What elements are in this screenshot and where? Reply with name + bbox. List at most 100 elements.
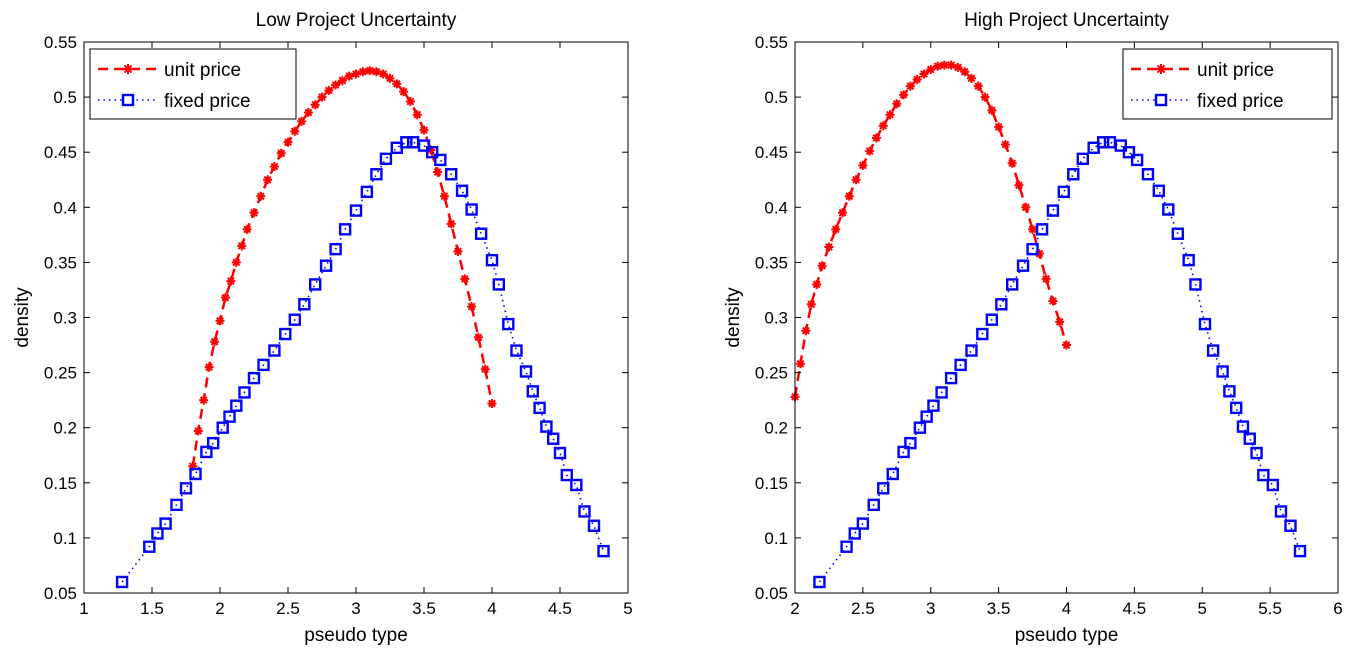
data-point [904, 436, 917, 450]
data-point [329, 242, 342, 256]
data-point [188, 461, 198, 471]
data-point [263, 175, 273, 185]
series-fixed-price [813, 136, 1307, 589]
data-point [331, 80, 341, 90]
data-point [385, 73, 395, 83]
data-point [279, 327, 292, 341]
data-point [378, 69, 388, 79]
data-point [1021, 202, 1031, 212]
data-point [533, 401, 546, 415]
data-point [223, 410, 236, 423]
x-tick-label: 3.5 [987, 599, 1011, 618]
data-point [310, 100, 320, 110]
data-point [1057, 185, 1070, 199]
y-tick-label: 0.25 [755, 364, 788, 383]
x-tick-label: 2 [215, 599, 224, 618]
data-point [547, 432, 560, 445]
data-point [965, 344, 978, 357]
data-point [1035, 223, 1049, 236]
data-point [179, 482, 193, 495]
data-point [256, 191, 266, 201]
data-point [844, 191, 854, 201]
data-point [960, 67, 970, 77]
data-point [1007, 158, 1017, 168]
data-point [433, 167, 443, 177]
data-point [838, 208, 848, 218]
data-point [1141, 168, 1155, 181]
data-point [1229, 401, 1243, 415]
legend-marker [123, 64, 133, 74]
data-point [290, 126, 300, 136]
data-point [954, 358, 967, 372]
data-point [257, 358, 270, 372]
data-point [365, 66, 375, 76]
data-point [920, 410, 933, 423]
data-point [553, 446, 567, 460]
data-point [851, 175, 861, 185]
data-point [337, 76, 347, 86]
data-point [1171, 227, 1185, 240]
data-point [399, 87, 409, 97]
y-tick-label: 0.15 [44, 474, 77, 493]
x-tick-label: 4.5 [548, 599, 572, 618]
x-tick-label: 2.5 [851, 599, 875, 618]
data-point [953, 62, 963, 72]
series-unit-price [188, 66, 497, 471]
y-tick-label: 0.05 [44, 584, 77, 603]
y-tick-label: 0.5 [53, 88, 77, 107]
series-unit-price [790, 60, 1071, 402]
y-tick-label: 0.4 [764, 198, 788, 217]
y-axis-label: density [12, 287, 33, 348]
legend-marker [1154, 93, 1168, 107]
data-point [994, 122, 1004, 132]
x-tick-label: 1.5 [140, 599, 164, 618]
data-point [540, 420, 553, 433]
data-point [856, 517, 870, 530]
data-point [360, 185, 374, 199]
data-point [269, 162, 279, 172]
x-tick-label: 5.5 [1258, 599, 1282, 618]
data-point [1223, 385, 1236, 398]
data-point [886, 467, 899, 481]
data-point [309, 278, 322, 291]
data-point [467, 301, 477, 311]
series-line [191, 69, 494, 467]
data-point [502, 317, 515, 331]
legend: unit price fixed price [1122, 48, 1333, 120]
data-point [392, 79, 402, 89]
legend: unit price fixed price [89, 48, 297, 120]
data-point [985, 313, 999, 326]
data-point [848, 527, 861, 540]
data-point [465, 203, 478, 216]
data-point [226, 276, 236, 286]
legend-marker [121, 93, 135, 107]
data-point [453, 246, 463, 256]
data-point [795, 359, 805, 369]
data-point [933, 61, 943, 71]
y-tick-label: 0.45 [755, 143, 788, 162]
data-point [1114, 139, 1128, 152]
data-point [1130, 153, 1144, 167]
data-point [474, 227, 488, 240]
data-point [510, 344, 523, 357]
data-point [899, 90, 909, 100]
data-point [1067, 168, 1080, 181]
data-point [324, 85, 334, 95]
data-point [480, 364, 490, 374]
data-point [946, 60, 956, 70]
data-point [1236, 420, 1250, 433]
data-point [812, 279, 822, 289]
data-point [204, 362, 214, 372]
data-point [288, 313, 301, 326]
data-point [831, 224, 841, 234]
legend-box [1122, 48, 1333, 120]
data-point [944, 371, 958, 385]
data-point [400, 136, 413, 149]
data-point [487, 398, 497, 408]
data-point [878, 121, 888, 131]
data-point [526, 385, 539, 398]
data-point [817, 261, 827, 271]
x-tick-label: 4 [487, 599, 496, 618]
data-point [519, 365, 533, 378]
data-point [560, 468, 573, 482]
